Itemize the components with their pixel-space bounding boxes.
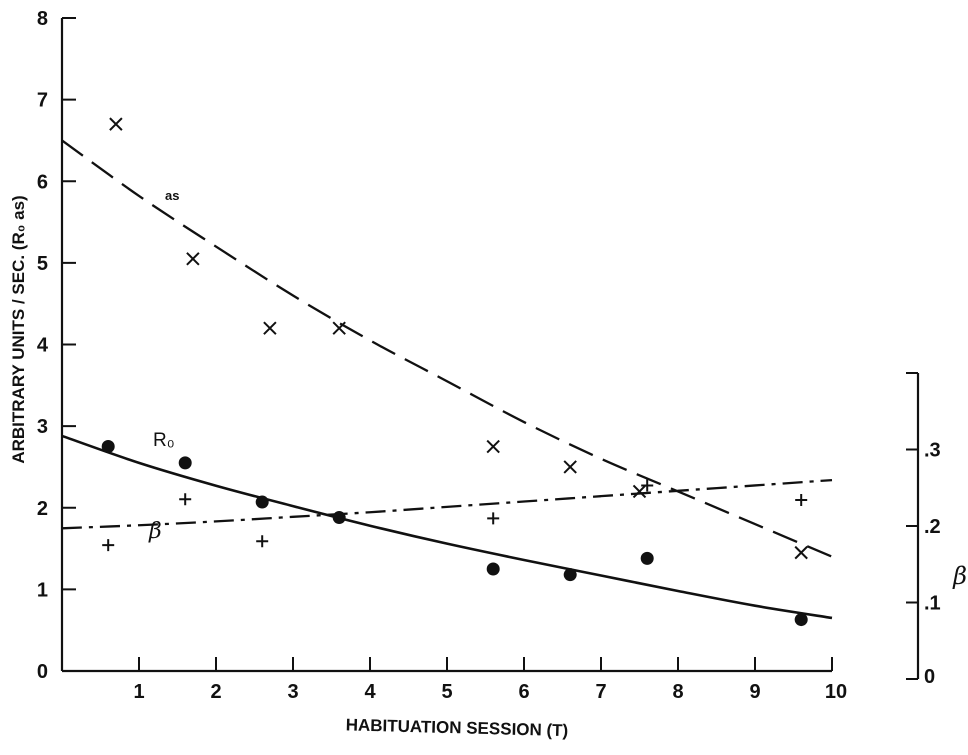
data-point-r0: [486, 562, 500, 576]
fit-curves: [61, 139, 833, 620]
data-point-as: [563, 460, 577, 474]
data-point-beta: [641, 479, 654, 492]
y-axis-title: ARBITRARY UNITS / SEC. (R₀ as): [9, 195, 28, 463]
axes: 0 1 2 3 4 5 6 7 8 1 2 3 4 5 6 7 8 9 10 0 .1 .2 .3: [37, 8, 941, 703]
labels: HABITUATION SESSION (T) ARBITRARY UNITS /…: [9, 188, 967, 740]
data-point-beta: [102, 539, 115, 552]
data-point-as: [109, 117, 123, 131]
data-point-beta: [795, 493, 808, 506]
data-markers: [101, 117, 808, 627]
x-tick-label: 2: [210, 681, 221, 703]
data-point-r0: [640, 551, 654, 565]
y2-axis-title: β: [952, 562, 967, 590]
y-tick-label: 4: [37, 335, 49, 357]
data-point-as: [263, 321, 277, 335]
fit-curve-beta: [61, 478, 833, 530]
y-tick-label: 0: [37, 661, 48, 683]
x-tick-label: 10: [825, 681, 847, 703]
y-tick-label: 8: [37, 8, 48, 30]
data-point-beta: [487, 512, 500, 525]
data-point-as: [332, 321, 346, 335]
data-point-beta: [179, 493, 192, 506]
data-point-as: [632, 484, 647, 499]
y2-tick-label: .2: [924, 516, 941, 538]
x-tick-label: 1: [133, 681, 144, 703]
x-tick-label: 3: [287, 681, 298, 703]
series-label-r0: R₀: [153, 430, 175, 451]
series-label-as: as: [165, 188, 179, 203]
fit-curve-r0: [61, 434, 833, 620]
x-tick-label: 7: [595, 681, 606, 703]
data-point-r0: [255, 495, 269, 509]
data-point-r0: [101, 440, 115, 454]
y-tick-label: 6: [37, 171, 48, 193]
data-point-beta: [256, 535, 269, 548]
data-point-as: [486, 439, 500, 454]
x-tick-label: 4: [364, 681, 376, 703]
data-point-as: [186, 252, 200, 266]
data-point-r0: [563, 568, 577, 582]
y-tick-label: 5: [37, 253, 48, 275]
y-tick-label: 7: [37, 90, 48, 112]
data-point-r0: [332, 511, 346, 525]
y2-tick-label: .1: [924, 593, 941, 615]
y2-tick-label: .3: [924, 440, 941, 462]
series-label-beta: β: [148, 519, 162, 544]
x-tick-label: 5: [441, 681, 452, 703]
x-tick-label: 6: [518, 681, 529, 703]
y-tick-label: 2: [37, 498, 48, 520]
data-point-r0: [178, 456, 192, 470]
fit-curve-as: [61, 139, 833, 558]
x-tick-label: 9: [749, 681, 760, 703]
x-tick-label: 8: [672, 681, 683, 703]
y-tick-label: 1: [37, 579, 48, 601]
data-point-as: [794, 545, 808, 560]
data-point-r0: [794, 613, 808, 627]
y-tick-label: 3: [37, 416, 48, 438]
x-axis-title: HABITUATION SESSION (T): [345, 715, 568, 740]
y2-tick-label: 0: [924, 666, 935, 688]
